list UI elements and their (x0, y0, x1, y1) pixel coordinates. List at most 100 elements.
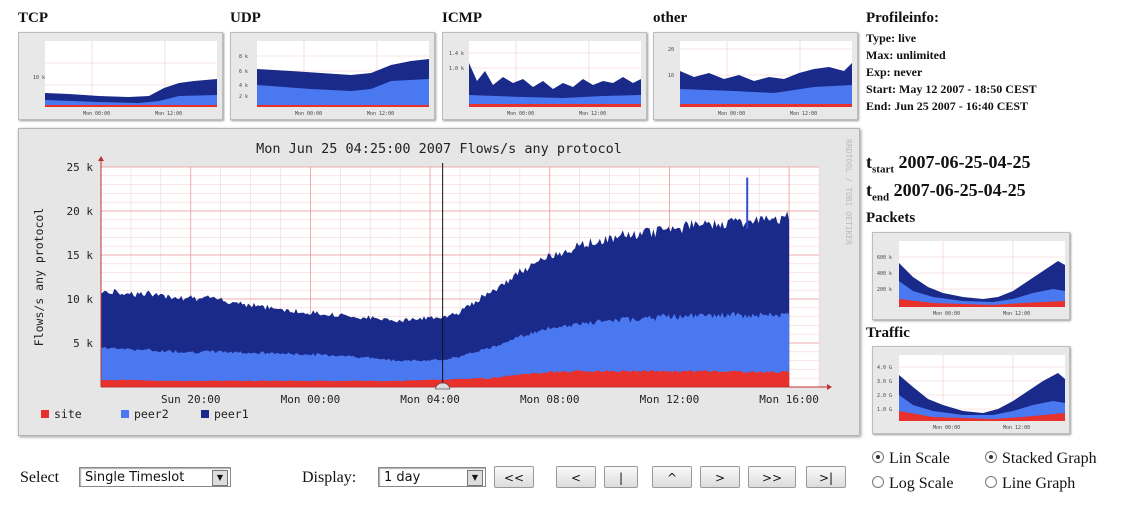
legend-swatch-peer1 (201, 410, 209, 418)
packets-x1: Mon 00:00 (933, 311, 960, 317)
select-label: Select (20, 469, 60, 486)
log-scale-option[interactable]: Log Scale (872, 475, 953, 493)
x-tick-label: Mon 08:00 (520, 393, 580, 406)
rrdtool-watermark: RRDTOOL / TOBI OETIKER (844, 139, 853, 245)
x-axis-arrow (827, 384, 832, 390)
y-axis-label: Flows/s any protocol (32, 208, 46, 346)
profileinfo-heading: Profileinfo: (866, 10, 940, 26)
y-axis-arrow (98, 156, 104, 161)
traffic-y1: 4.0 G (877, 365, 892, 371)
lin-scale-radio[interactable] (872, 451, 884, 463)
legend-label-peer2: peer2 (134, 407, 169, 421)
traffic-y3: 2.0 G (877, 393, 892, 399)
stacked-graph-radio[interactable] (985, 451, 997, 463)
display-select[interactable]: 1 day ▼ (378, 467, 486, 487)
series-area-peer2 (101, 311, 790, 387)
lin-scale-option[interactable]: Lin Scale (872, 450, 950, 468)
nav-last-button[interactable]: >> (748, 466, 796, 488)
profile-max: Max: unlimited (866, 48, 946, 62)
profile-info: Profileinfo: Type: live Max: unlimited E… (866, 10, 1037, 115)
tend-label: t (866, 180, 872, 200)
y-tick-label: 20 k (67, 205, 94, 218)
y-tick-label: 5 k (73, 337, 93, 350)
tend-sub: end (872, 191, 890, 204)
nav-prev-button[interactable]: < (556, 466, 596, 488)
tcp-thumb-chart: 10 k Mon 00:00 Mon 12:00 (33, 41, 217, 117)
x-tick-label: Mon 16:00 (759, 393, 819, 406)
stacked-graph-label: Stacked Graph (1002, 450, 1097, 467)
line-graph-label: Line Graph (1002, 475, 1076, 492)
other-x1: Mon 00:00 (718, 111, 745, 117)
tcp-x1: Mon 00:00 (83, 111, 110, 117)
udp-thumbnail[interactable]: 8 k 6 k 4 k 2 k Mon 00:00 Mon 12:00 (230, 32, 435, 120)
packets-thumb-chart: 600 k 400 k 200 k Mon 00:00 Mon 12:00 (877, 241, 1065, 317)
x-tick-label: Mon 12:00 (640, 393, 700, 406)
chevron-down-icon[interactable]: ▼ (212, 470, 228, 486)
icmp-title: ICMP (442, 10, 482, 26)
tstart-label: t (866, 152, 872, 172)
legend-swatch-peer2 (121, 410, 129, 418)
packets-y3: 200 k (877, 287, 892, 293)
udp-y1: 8 k (239, 54, 248, 60)
line-graph-option[interactable]: Line Graph (985, 475, 1075, 493)
packets-thumbnail[interactable]: 600 k 400 k 200 k Mon 00:00 Mon 12:00 (872, 232, 1070, 320)
display-select-value: 1 day (384, 470, 421, 485)
tcp-x2: Mon 12:00 (155, 111, 182, 117)
icmp-y2: 1.0 k (449, 66, 464, 72)
traffic-x2: Mon 12:00 (1003, 425, 1030, 431)
main-flow-chart[interactable]: Mon Jun 25 04:25:00 2007 Flows/s any pro… (19, 129, 859, 435)
profile-type: Type: live (866, 31, 917, 45)
profile-start: Start: May 12 2007 - 18:50 CEST (866, 82, 1037, 96)
y-tick-label: 25 k (67, 161, 94, 174)
traffic-title: Traffic (866, 325, 910, 341)
other-y2: 10 (668, 73, 674, 79)
tend-display: tend 2007-06-25-04-25 (866, 180, 1026, 204)
y-tick-label: 15 k (67, 249, 94, 262)
chevron-down-icon[interactable]: ▼ (467, 470, 483, 486)
other-y1: 20 (668, 47, 674, 53)
traffic-x1: Mon 00:00 (933, 425, 960, 431)
traffic-thumbnail[interactable]: 4.0 G 3.0 G 2.0 G 1.0 G Mon 00:00 Mon 12… (872, 346, 1070, 434)
packets-title: Packets (866, 210, 916, 226)
udp-x2: Mon 12:00 (367, 111, 394, 117)
x-tick-label: Sun 20:00 (161, 393, 221, 406)
icmp-thumbnail[interactable]: 1.4 k 1.0 k Mon 00:00 Mon 12:00 (442, 32, 647, 120)
traffic-thumb-chart: 4.0 G 3.0 G 2.0 G 1.0 G Mon 00:00 Mon 12… (877, 355, 1065, 431)
profile-exp: Exp: never (866, 65, 923, 79)
profile-end: End: Jun 25 2007 - 16:40 CEST (866, 99, 1029, 113)
icmp-thumb-chart: 1.4 k 1.0 k Mon 00:00 Mon 12:00 (449, 41, 641, 117)
udp-thumb-chart: 8 k 6 k 4 k 2 k Mon 00:00 Mon 12:00 (239, 41, 429, 117)
tcp-title: TCP (18, 10, 48, 26)
tstart-sub: start (872, 163, 894, 176)
nav-end-button[interactable]: >| (806, 466, 846, 488)
traffic-y2: 3.0 G (877, 379, 892, 385)
traffic-y4: 1.0 G (877, 407, 892, 413)
tend-value: 2007-06-25-04-25 (893, 180, 1026, 200)
line-graph-radio[interactable] (985, 476, 997, 488)
main-chart-panel[interactable]: Mon Jun 25 04:25:00 2007 Flows/s any pro… (18, 128, 860, 436)
other-thumbnail[interactable]: 20 10 Mon 00:00 Mon 12:00 (653, 32, 858, 120)
nav-next-button[interactable]: > (700, 466, 740, 488)
packets-y1: 600 k (877, 255, 892, 261)
x-tick-label: Mon 00:00 (281, 393, 341, 406)
y-tick-label: 10 k (67, 293, 94, 306)
tcp-thumbnail[interactable]: 10 k Mon 00:00 Mon 12:00 (18, 32, 223, 120)
nav-up-button[interactable]: ^ (652, 466, 692, 488)
tcp-ylabel: 10 k (33, 75, 45, 81)
udp-y2: 6 k (239, 69, 248, 75)
lin-scale-label: Lin Scale (889, 450, 950, 467)
other-x2: Mon 12:00 (790, 111, 817, 117)
packets-y2: 400 k (877, 271, 892, 277)
timeslot-select[interactable]: Single Timeslot ▼ (79, 467, 231, 487)
packets-x2: Mon 12:00 (1003, 311, 1030, 317)
udp-title: UDP (230, 10, 261, 26)
legend-label-peer1: peer1 (214, 407, 249, 421)
nav-first-button[interactable]: << (494, 466, 534, 488)
icmp-x1: Mon 00:00 (507, 111, 534, 117)
log-scale-radio[interactable] (872, 476, 884, 488)
udp-x1: Mon 00:00 (295, 111, 322, 117)
stacked-graph-option[interactable]: Stacked Graph (985, 450, 1097, 468)
x-tick-label: Mon 04:00 (400, 393, 460, 406)
legend-swatch-site (41, 410, 49, 418)
nav-center-button[interactable]: | (604, 466, 638, 488)
